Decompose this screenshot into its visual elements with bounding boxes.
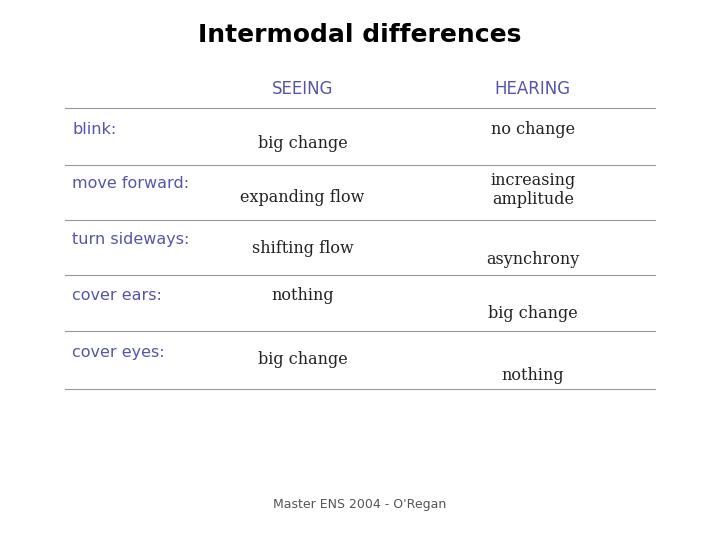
Text: increasing
amplitude: increasing amplitude — [490, 172, 575, 208]
Text: big change: big change — [258, 350, 347, 368]
Text: move forward:: move forward: — [72, 176, 189, 191]
Text: blink:: blink: — [72, 122, 116, 137]
Text: Master ENS 2004 - O'Regan: Master ENS 2004 - O'Regan — [274, 498, 446, 511]
Text: expanding flow: expanding flow — [240, 188, 364, 206]
Text: big change: big change — [488, 305, 577, 322]
Text: nothing: nothing — [502, 367, 564, 384]
Text: cover eyes:: cover eyes: — [72, 345, 165, 360]
Text: asynchrony: asynchrony — [486, 251, 580, 268]
Text: nothing: nothing — [271, 287, 333, 304]
Text: Intermodal differences: Intermodal differences — [198, 23, 522, 47]
Text: no change: no change — [491, 121, 575, 138]
Text: turn sideways:: turn sideways: — [72, 232, 189, 247]
Text: HEARING: HEARING — [495, 80, 571, 98]
Text: shifting flow: shifting flow — [251, 240, 354, 257]
Text: cover ears:: cover ears: — [72, 288, 162, 303]
Text: SEEING: SEEING — [271, 80, 333, 98]
Text: big change: big change — [258, 134, 347, 152]
